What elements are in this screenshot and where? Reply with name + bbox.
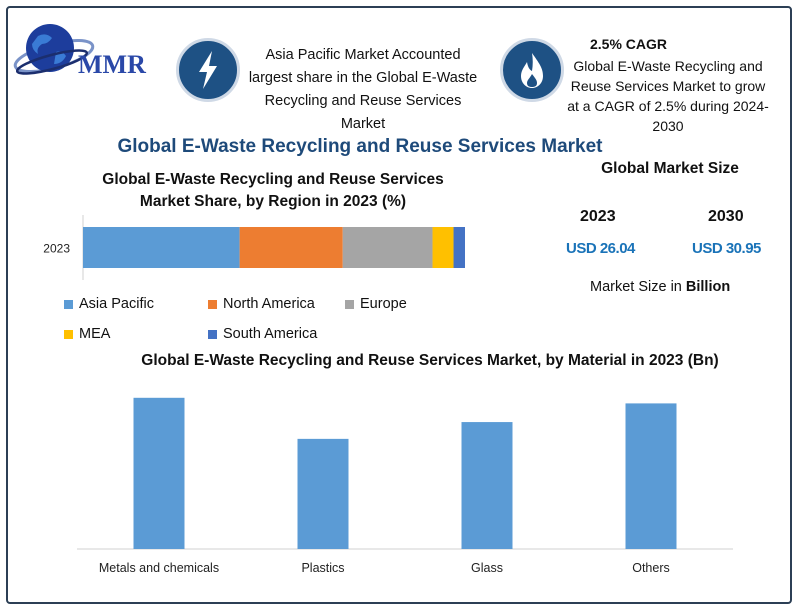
legend-label: Asia Pacific [79,296,154,312]
material-bar-plastics [297,438,349,549]
material-bar-metals-and-chemicals [133,397,185,549]
share-bar-segment-europe [342,227,433,268]
legend-swatch [208,299,217,309]
material-bar-others [625,403,677,549]
market-size-year-2023: 2023 [580,208,616,225]
share-bar-segment-asia-pacific [83,227,240,268]
material-category-label: Metals and chemicals [99,561,219,575]
share-bar-segment-south-america [453,227,465,268]
region-share-chart-title: Global E-Waste Recycling and Reuse Servi… [102,171,444,210]
share-bar-segment-north-america [239,227,343,268]
legend-label: Europe [360,296,407,312]
info-asia-pacific-text: Asia Pacific Market Accounted largest sh… [248,47,478,132]
market-size-year-2030: 2030 [708,208,744,225]
legend-item-europe: Europe [345,296,407,312]
market-size-unit-prefix: Market Size in [590,279,686,295]
share-category-label: 2023 [43,242,70,256]
logo-text: MMR [78,50,146,79]
market-size-value-2030: USD 30.95 [692,240,761,257]
legend-swatch [208,329,217,339]
cagr-title: 2.5% CAGR [590,36,668,52]
legend-swatch [64,329,73,339]
mmr-logo [12,18,162,88]
market-size-title: Global Market Size [601,160,739,177]
material-category-label: Others [632,561,670,575]
legend-item-south-america: South America [208,326,317,342]
legend-item-mea: MEA [64,326,110,342]
legend-swatch [64,299,73,309]
material-chart-title: Global E-Waste Recycling and Reuse Servi… [141,352,719,369]
cagr-text: Global E-Waste Recycling and Reuse Servi… [567,58,769,134]
market-size-value-2023: USD 26.04 [566,240,635,257]
legend-item-north-america: North America [208,296,315,312]
lightning-icon [176,38,240,102]
material-bar-glass [461,422,513,549]
material-category-label: Plastics [301,561,344,575]
infographic-frame [6,6,792,604]
flame-icon [500,38,564,102]
legend-label: South America [223,326,318,342]
legend-label: North America [223,296,315,312]
legend-swatch [345,299,354,309]
material-category-label: Glass [471,561,503,575]
share-bar-segment-mea [432,227,454,268]
market-size-unit: Market Size in Billion [590,279,730,295]
market-size-unit-bold: Billion [685,279,731,295]
main-title: Global E-Waste Recycling and Reuse Servi… [117,136,603,157]
legend-label: MEA [79,326,111,342]
legend-item-asia-pacific: Asia Pacific [64,296,154,312]
globe-logo-icon [13,24,95,75]
